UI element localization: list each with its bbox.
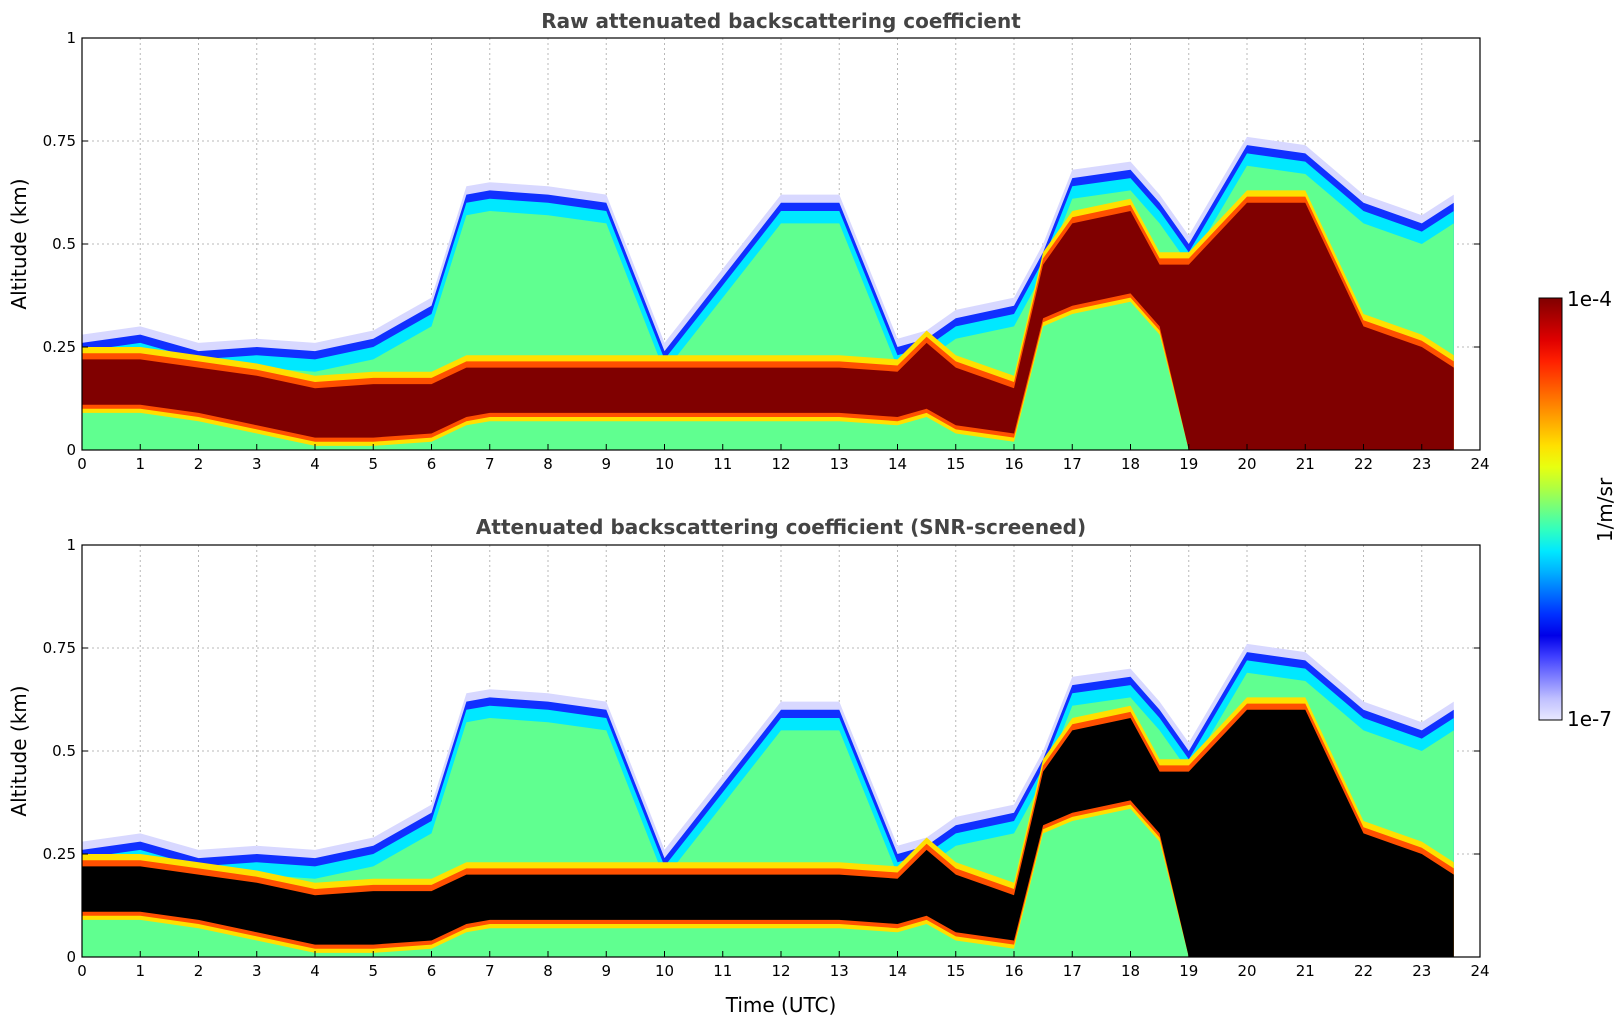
x-tick-label: 17 — [1063, 962, 1082, 980]
x-tick-label: 9 — [601, 455, 611, 473]
x-tick-label: 18 — [1121, 962, 1140, 980]
x-tick-label: 0 — [77, 962, 87, 980]
x-tick-label: 18 — [1121, 455, 1140, 473]
x-tick-label: 23 — [1412, 455, 1431, 473]
y-tick-label: 1 — [66, 536, 76, 554]
bottom-panel: Attenuated backscattering coefficient (S… — [7, 515, 1490, 1017]
top-y-axis-label: Altitude (km) — [7, 178, 31, 309]
x-tick-label: 15 — [946, 455, 965, 473]
x-tick-label: 8 — [543, 455, 553, 473]
x-tick-label: 19 — [1179, 962, 1198, 980]
x-tick-label: 22 — [1354, 962, 1373, 980]
x-tick-label: 17 — [1063, 455, 1082, 473]
saturated-signal-band — [82, 709, 1454, 957]
x-tick-label: 21 — [1296, 962, 1315, 980]
x-tick-label: 14 — [888, 962, 907, 980]
x-tick-label: 15 — [946, 962, 965, 980]
colorbar-units-label: 1/m/sr — [1593, 477, 1617, 542]
x-tick-label: 11 — [713, 455, 732, 473]
x-tick-label: 19 — [1179, 455, 1198, 473]
y-tick-label: 0.25 — [43, 338, 76, 356]
y-tick-label: 0.5 — [52, 235, 76, 253]
y-tick-label: 0.5 — [52, 742, 76, 760]
x-tick-label: 3 — [252, 455, 262, 473]
x-tick-label: 2 — [194, 962, 204, 980]
x-tick-label: 10 — [655, 455, 674, 473]
x-tick-label: 20 — [1237, 962, 1256, 980]
top-panel-title: Raw attenuated backscattering coefficien… — [541, 9, 1021, 33]
x-tick-label: 23 — [1412, 962, 1431, 980]
x-tick-label: 8 — [543, 962, 553, 980]
x-tick-label: 24 — [1470, 962, 1489, 980]
bottom-panel-title: Attenuated backscattering coefficient (S… — [476, 515, 1086, 539]
x-tick-label: 12 — [771, 962, 790, 980]
y-tick-label: 0.25 — [43, 845, 76, 863]
x-tick-label: 14 — [888, 455, 907, 473]
bottom-x-axis: 0 1 2 3 4 5 6 7 8 9 10 11 12 13 14 15 16 17 18 19 20 21 22 23 24 — [77, 951, 1490, 980]
x-tick-label: 3 — [252, 962, 262, 980]
y-tick-label: 0 — [66, 441, 76, 459]
x-tick-label: 1 — [135, 455, 145, 473]
x-tick-label: 1 — [135, 962, 145, 980]
x-tick-label: 6 — [427, 962, 437, 980]
x-tick-label: 5 — [368, 455, 378, 473]
x-tick-label: 5 — [368, 962, 378, 980]
top-x-axis: 0 1 2 3 4 5 6 7 8 9 10 11 12 13 14 15 16 17 18 19 20 21 22 23 24 — [77, 444, 1490, 473]
x-tick-label: 2 — [194, 455, 204, 473]
x-tick-label: 12 — [771, 455, 790, 473]
x-tick-label: 4 — [310, 962, 320, 980]
x-tick-label: 7 — [485, 962, 495, 980]
saturated-signal-band — [82, 202, 1454, 450]
x-tick-label: 7 — [485, 455, 495, 473]
x-tick-label: 21 — [1296, 455, 1315, 473]
y-tick-label: 0.75 — [43, 132, 76, 150]
top-panel: Raw attenuated backscattering coefficien… — [7, 9, 1490, 473]
colorbar: 1e-4 1e-7 1/m/sr — [1538, 287, 1617, 731]
x-tick-label: 6 — [427, 455, 437, 473]
x-tick-label: 0 — [77, 455, 87, 473]
y-tick-label: 0 — [66, 948, 76, 966]
y-tick-label: 1 — [66, 29, 76, 47]
x-tick-label: 10 — [655, 962, 674, 980]
bottom-heatmap — [82, 643, 1454, 957]
bottom-y-axis: 0 0.25 0.5 0.75 1 — [43, 536, 1480, 966]
x-tick-label: 13 — [830, 962, 849, 980]
x-axis-label: Time (UTC) — [725, 993, 837, 1017]
colorbar-min-label: 1e-7 — [1567, 707, 1612, 731]
x-tick-label: 16 — [1004, 962, 1023, 980]
x-tick-label: 20 — [1237, 455, 1256, 473]
colorbar-max-label: 1e-4 — [1567, 287, 1612, 311]
x-tick-label: 4 — [310, 455, 320, 473]
x-tick-label: 9 — [601, 962, 611, 980]
x-tick-label: 16 — [1004, 455, 1023, 473]
x-tick-label: 11 — [713, 962, 732, 980]
top-y-axis: 0 0.25 0.5 0.75 1 — [43, 29, 1480, 459]
x-tick-label: 24 — [1470, 455, 1489, 473]
bottom-y-axis-label: Altitude (km) — [7, 685, 31, 816]
y-tick-label: 0.75 — [43, 639, 76, 657]
colorbar-gradient — [1538, 297, 1563, 721]
x-tick-label: 22 — [1354, 455, 1373, 473]
x-tick-label: 13 — [830, 455, 849, 473]
top-heatmap — [82, 136, 1454, 450]
